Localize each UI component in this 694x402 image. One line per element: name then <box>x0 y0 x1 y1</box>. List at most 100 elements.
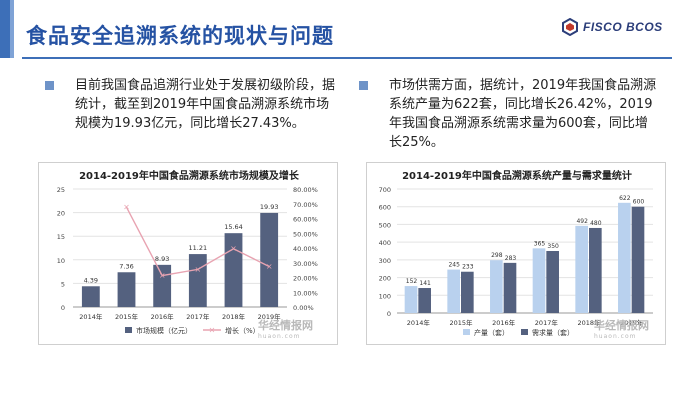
legend-swatch <box>125 327 132 333</box>
data-label: 233 <box>462 264 474 271</box>
watermark-left: 华经情报网 huaon.com <box>258 317 313 340</box>
bar <box>260 212 279 307</box>
bar <box>81 286 100 307</box>
y2-tick-label: 0.00% <box>293 304 314 312</box>
line-point-marker: × <box>266 262 273 271</box>
x-tick-label: 2017年 <box>186 312 210 321</box>
bullet-left: 目前我国食品追溯行业处于发展初级阶段，据统计，截至到2019年中国食品溯源系统市… <box>45 76 337 133</box>
y-tick-label: 300 <box>379 257 391 265</box>
x-tick-label: 2014年 <box>407 318 431 327</box>
fisco-bcos-logo: FISCO BCOS <box>561 18 663 36</box>
watermark-sub: huaon.com <box>258 333 301 340</box>
bar <box>447 269 460 313</box>
chart-market-size-svg: 2014-2019年中国食品溯源系统市场规模及增长 0 5 10 15 20 25 0.00%… <box>57 169 318 335</box>
bar <box>461 271 474 313</box>
x-tick-label: 2014年 <box>79 312 103 321</box>
title-accent-bar <box>0 0 10 58</box>
line-point-marker: × <box>159 271 166 280</box>
y-tick-label: 5 <box>61 280 65 288</box>
data-label: 245 <box>448 262 460 269</box>
x-tick-label: 2015年 <box>449 318 473 327</box>
watermark-right: 华经情报网 huaon.com <box>594 317 649 340</box>
series-line <box>125 206 270 277</box>
data-label: 350 <box>547 243 559 250</box>
bar <box>618 202 631 313</box>
title-divider <box>22 57 672 59</box>
x-tick-label: 2017年 <box>535 318 559 327</box>
data-label: 152 <box>406 278 418 285</box>
chart-production-demand-svg: 2014-2019年中国食品溯源系统产量与需求量统计 0 100 200 300 400 5… <box>379 169 653 337</box>
line-point-marker: × <box>123 203 130 212</box>
y2-tick-label: 40.00% <box>293 245 318 253</box>
x-tick-label: 2018年 <box>222 312 246 321</box>
watermark-main: 华经情报网 <box>258 319 313 332</box>
data-label: 365 <box>534 240 546 247</box>
bar <box>532 248 546 313</box>
legend-marker: × <box>209 326 216 335</box>
bar <box>631 206 645 313</box>
y2-tick-label: 10.00% <box>293 289 318 297</box>
x-tick-label: 2016年 <box>492 318 516 327</box>
x-tick-label: 2015年 <box>115 312 139 321</box>
legend-label: 需求量（套） <box>532 328 574 337</box>
data-label: 283 <box>505 255 517 262</box>
data-label: 8.93 <box>155 255 169 263</box>
data-label: 480 <box>590 220 602 227</box>
bullet-square-icon <box>45 81 54 90</box>
title-accent-bar-light <box>10 0 14 58</box>
legend-label: 增长（%） <box>225 326 260 335</box>
x-tick-label: 2018年 <box>577 318 601 327</box>
chart-title: 2014-2019年中国食品溯源系统市场规模及增长 <box>79 169 300 182</box>
y-tick-label: 25 <box>57 186 65 194</box>
legend-label: 市场规模（亿元） <box>136 326 192 335</box>
data-label: 7.36 <box>119 262 133 270</box>
bullet-left-text: 目前我国食品追溯行业处于发展初级阶段，据统计，截至到2019年中国食品溯源系统市… <box>75 78 336 131</box>
x-tick-label: 2019年 <box>620 318 644 327</box>
y-tick-label: 200 <box>379 275 391 283</box>
bar <box>418 288 431 313</box>
data-label: 141 <box>419 280 431 287</box>
legend-label: 产量（套） <box>474 328 509 337</box>
y-tick-label: 20 <box>57 210 65 218</box>
watermark-sub: huaon.com <box>594 333 637 340</box>
y2-tick-label: 20.00% <box>293 275 318 283</box>
bar <box>404 286 418 313</box>
data-label: 4.39 <box>84 276 98 284</box>
bar <box>188 254 207 307</box>
logo-text: FISCO BCOS <box>583 20 663 34</box>
y-tick-label: 10 <box>57 257 65 265</box>
page-title: 食品安全追溯系统的现状与问题 <box>26 24 334 48</box>
chart-production-demand: 2014-2019年中国食品溯源系统产量与需求量统计 0 100 200 300 400 5… <box>366 162 666 345</box>
y-tick-label: 700 <box>379 186 391 194</box>
bar <box>490 260 503 313</box>
line-point-marker: × <box>230 244 237 253</box>
hexagon-logo-icon <box>562 18 578 36</box>
bullet-right: 市场供需方面，据统计，2019年我国食品溯源系统产量为622套，同比增长26.4… <box>359 76 659 152</box>
y-tick-label: 100 <box>379 292 391 300</box>
watermark-main: 华经情报网 <box>594 319 649 332</box>
line-point-marker: × <box>194 265 201 274</box>
y2-tick-label: 30.00% <box>293 260 318 268</box>
chart-market-size: 2014-2019年中国食品溯源系统市场规模及增长 0 5 10 15 20 25 0.00%… <box>38 162 338 345</box>
bullet-square-icon <box>359 81 368 90</box>
y-tick-label: 400 <box>379 239 391 247</box>
y2-tick-label: 60.00% <box>293 216 318 224</box>
legend-swatch <box>463 329 470 335</box>
y-tick-label: 600 <box>379 204 391 212</box>
y2-tick-label: 70.00% <box>293 201 318 209</box>
chart-title: 2014-2019年中国食品溯源系统产量与需求量统计 <box>402 169 632 182</box>
bar <box>589 227 602 313</box>
data-label: 15.64 <box>224 223 243 231</box>
legend-swatch <box>521 329 528 335</box>
data-label: 622 <box>619 195 631 202</box>
y-tick-label: 15 <box>57 233 65 241</box>
y2-tick-label: 80.00% <box>293 186 318 194</box>
data-label: 600 <box>633 199 645 206</box>
data-label: 19.93 <box>260 203 279 211</box>
data-label: 492 <box>576 218 588 225</box>
y-tick-label: 500 <box>379 221 391 229</box>
bullet-right-text: 市场供需方面，据统计，2019年我国食品溯源系统产量为622套，同比增长26.4… <box>389 78 657 150</box>
y2-tick-label: 50.00% <box>293 230 318 238</box>
data-label: 298 <box>491 252 503 259</box>
